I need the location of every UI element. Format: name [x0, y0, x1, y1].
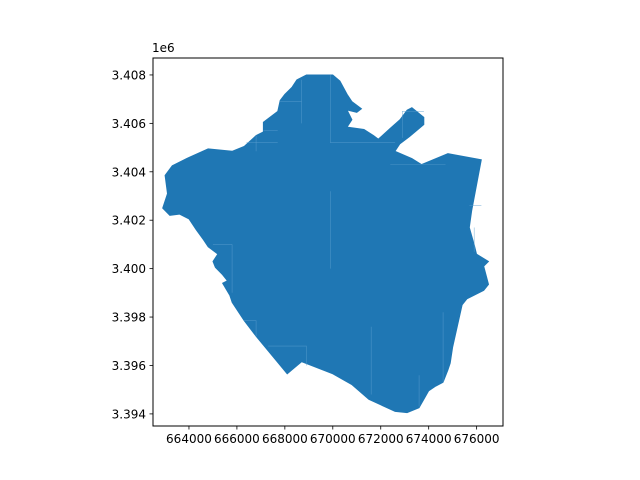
x-tick-label-3: 670000 [310, 432, 356, 446]
y-tick-label-1: 3.396 [112, 359, 146, 373]
x-tick-label-4: 672000 [358, 432, 404, 446]
subregion-boundary-9 [268, 345, 307, 366]
subregion-boundary-16 [401, 111, 424, 138]
region-layer [162, 74, 490, 414]
region-polygon [162, 74, 490, 414]
y-tick-label-2: 3.398 [112, 311, 146, 325]
x-tick-label-1: 666000 [214, 432, 260, 446]
boundary-layer [212, 74, 482, 407]
axes-frame [152, 57, 504, 427]
y-axis: 3.394 3.396 3.398 3.400 3.402 3.404 3.406 3.408 [112, 68, 153, 421]
x-axis: 664000 666000 668000 670000 672000 674000 6760… [166, 426, 500, 446]
y-offset-label: 1e6 [152, 41, 175, 55]
x-tick-label-5: 674000 [406, 432, 452, 446]
subregion-boundary-8 [244, 320, 257, 337]
y-tick-label-7: 3.408 [112, 68, 146, 82]
y-tick-label-6: 3.406 [112, 117, 146, 131]
y-tick-label-4: 3.402 [112, 214, 146, 228]
subregion-boundary-0 [330, 74, 396, 143]
x-tick-label-2: 668000 [262, 432, 308, 446]
y-tick-label-5: 3.404 [112, 165, 146, 179]
y-tick-label-3: 3.400 [112, 262, 146, 276]
y-tick-label-0: 3.394 [112, 407, 146, 421]
x-tick-label-6: 676000 [454, 432, 500, 446]
x-tick-label-0: 664000 [166, 432, 212, 446]
